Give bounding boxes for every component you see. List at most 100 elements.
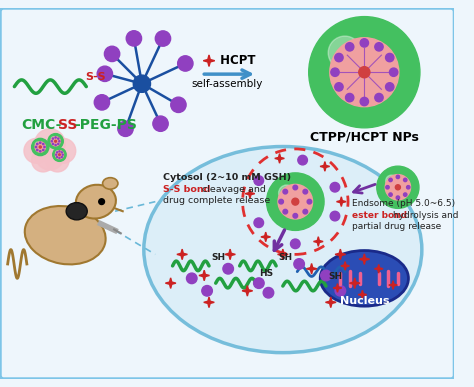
Circle shape — [330, 38, 399, 107]
Circle shape — [39, 142, 41, 144]
Circle shape — [294, 259, 304, 269]
Ellipse shape — [76, 185, 116, 219]
Text: hydrolysis and: hydrolysis and — [390, 211, 459, 219]
Circle shape — [51, 137, 60, 146]
Circle shape — [377, 166, 419, 208]
Text: SH: SH — [211, 253, 225, 262]
Polygon shape — [177, 249, 187, 260]
Text: SS: SS — [57, 118, 77, 132]
Circle shape — [55, 154, 57, 155]
Circle shape — [307, 199, 312, 204]
Polygon shape — [165, 278, 176, 288]
Text: ester bond: ester bond — [352, 211, 407, 219]
Circle shape — [52, 143, 54, 144]
Circle shape — [36, 141, 64, 170]
Text: self-assembly: self-assembly — [191, 79, 263, 89]
Circle shape — [55, 151, 64, 159]
Circle shape — [396, 175, 400, 178]
Circle shape — [254, 218, 264, 228]
Circle shape — [263, 288, 273, 298]
Circle shape — [46, 149, 69, 172]
Polygon shape — [203, 55, 215, 67]
Polygon shape — [359, 254, 370, 264]
Polygon shape — [335, 249, 346, 260]
Circle shape — [43, 149, 44, 151]
Circle shape — [56, 156, 58, 158]
Polygon shape — [245, 189, 255, 199]
Circle shape — [51, 140, 53, 142]
Circle shape — [35, 129, 65, 159]
Circle shape — [335, 83, 343, 91]
Polygon shape — [349, 278, 360, 288]
Circle shape — [403, 178, 407, 182]
Text: SH: SH — [278, 253, 292, 262]
Circle shape — [48, 134, 63, 149]
Circle shape — [59, 158, 60, 159]
Text: SH: SH — [328, 272, 342, 281]
FancyBboxPatch shape — [0, 8, 455, 379]
Circle shape — [61, 152, 62, 153]
Polygon shape — [341, 262, 349, 270]
Circle shape — [266, 173, 324, 230]
Circle shape — [279, 199, 283, 204]
Circle shape — [59, 151, 60, 152]
Polygon shape — [389, 281, 397, 289]
Polygon shape — [313, 237, 323, 246]
Polygon shape — [278, 249, 288, 260]
Circle shape — [385, 53, 394, 62]
Circle shape — [291, 239, 300, 248]
Circle shape — [396, 196, 400, 199]
Circle shape — [328, 36, 362, 69]
Circle shape — [99, 199, 104, 204]
Circle shape — [59, 154, 60, 156]
Polygon shape — [225, 249, 236, 260]
Circle shape — [293, 185, 298, 190]
Circle shape — [346, 93, 354, 102]
Text: Nucleus: Nucleus — [339, 296, 389, 307]
Circle shape — [292, 198, 299, 205]
Circle shape — [55, 151, 59, 154]
Text: drug complete release: drug complete release — [163, 196, 270, 205]
Polygon shape — [242, 286, 253, 296]
Circle shape — [56, 152, 58, 153]
Ellipse shape — [25, 206, 106, 264]
Text: S-S bond: S-S bond — [163, 185, 210, 194]
Circle shape — [62, 154, 64, 155]
Circle shape — [32, 139, 49, 156]
Polygon shape — [275, 154, 284, 163]
Circle shape — [254, 176, 264, 185]
Circle shape — [330, 182, 340, 192]
Circle shape — [321, 270, 331, 281]
Polygon shape — [261, 232, 271, 242]
Circle shape — [389, 193, 392, 196]
Circle shape — [331, 68, 339, 76]
Circle shape — [35, 142, 40, 147]
Circle shape — [32, 149, 55, 172]
Circle shape — [39, 146, 41, 148]
Circle shape — [36, 143, 38, 145]
Text: Cytosol (2~10 mM GSH): Cytosol (2~10 mM GSH) — [163, 173, 291, 182]
Polygon shape — [320, 162, 330, 171]
Circle shape — [51, 137, 55, 141]
Circle shape — [52, 138, 54, 139]
Circle shape — [53, 148, 66, 161]
Circle shape — [335, 286, 346, 296]
Circle shape — [293, 214, 298, 218]
Text: Endsome (pH 5.0~6.5): Endsome (pH 5.0~6.5) — [352, 199, 455, 208]
Circle shape — [94, 95, 109, 110]
Circle shape — [58, 143, 59, 144]
Polygon shape — [204, 297, 214, 308]
Polygon shape — [199, 270, 210, 281]
Circle shape — [386, 175, 398, 187]
Polygon shape — [337, 197, 346, 206]
Circle shape — [403, 193, 407, 196]
Polygon shape — [358, 290, 367, 299]
Circle shape — [330, 211, 340, 221]
Circle shape — [283, 189, 288, 194]
Circle shape — [36, 149, 38, 151]
Circle shape — [254, 278, 264, 288]
Ellipse shape — [144, 147, 422, 353]
Ellipse shape — [320, 250, 409, 306]
Circle shape — [153, 116, 168, 131]
Circle shape — [58, 138, 59, 139]
